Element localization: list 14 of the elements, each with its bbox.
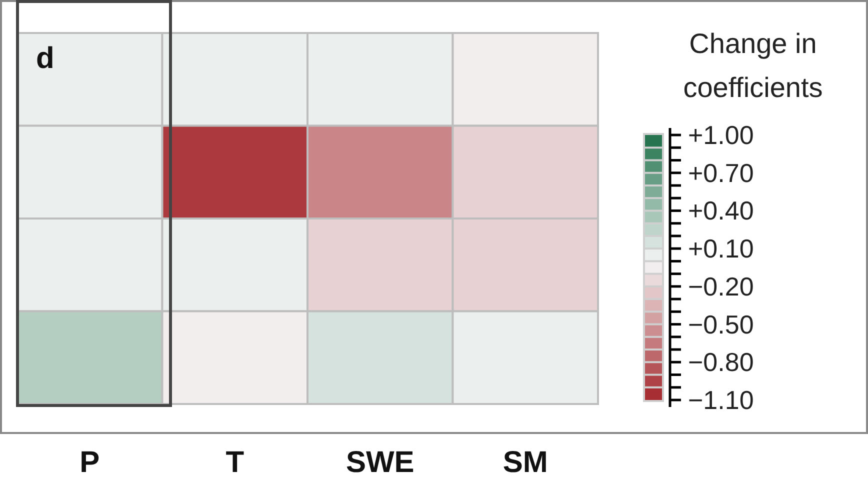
x-tick-label: SM [502,446,548,479]
x-tick-label: SWE [346,446,414,479]
annotation: d [36,42,54,76]
color-bar-title: Change in coefficients [682,27,824,105]
color-bar-label: +0.40 [688,196,754,226]
x-tick-label: T [226,446,244,479]
x-tick-label: P [80,446,100,479]
color-bar-label: +0.10 [688,234,754,264]
color-bar-label: +0.70 [688,158,754,188]
color-bar-label: +1.00 [688,120,754,150]
color-bar-label: −0.80 [688,347,754,378]
color-bar-label: −1.10 [688,385,754,415]
color-bar-label: −0.50 [688,309,754,340]
color-bar-label: −0.20 [688,271,754,302]
